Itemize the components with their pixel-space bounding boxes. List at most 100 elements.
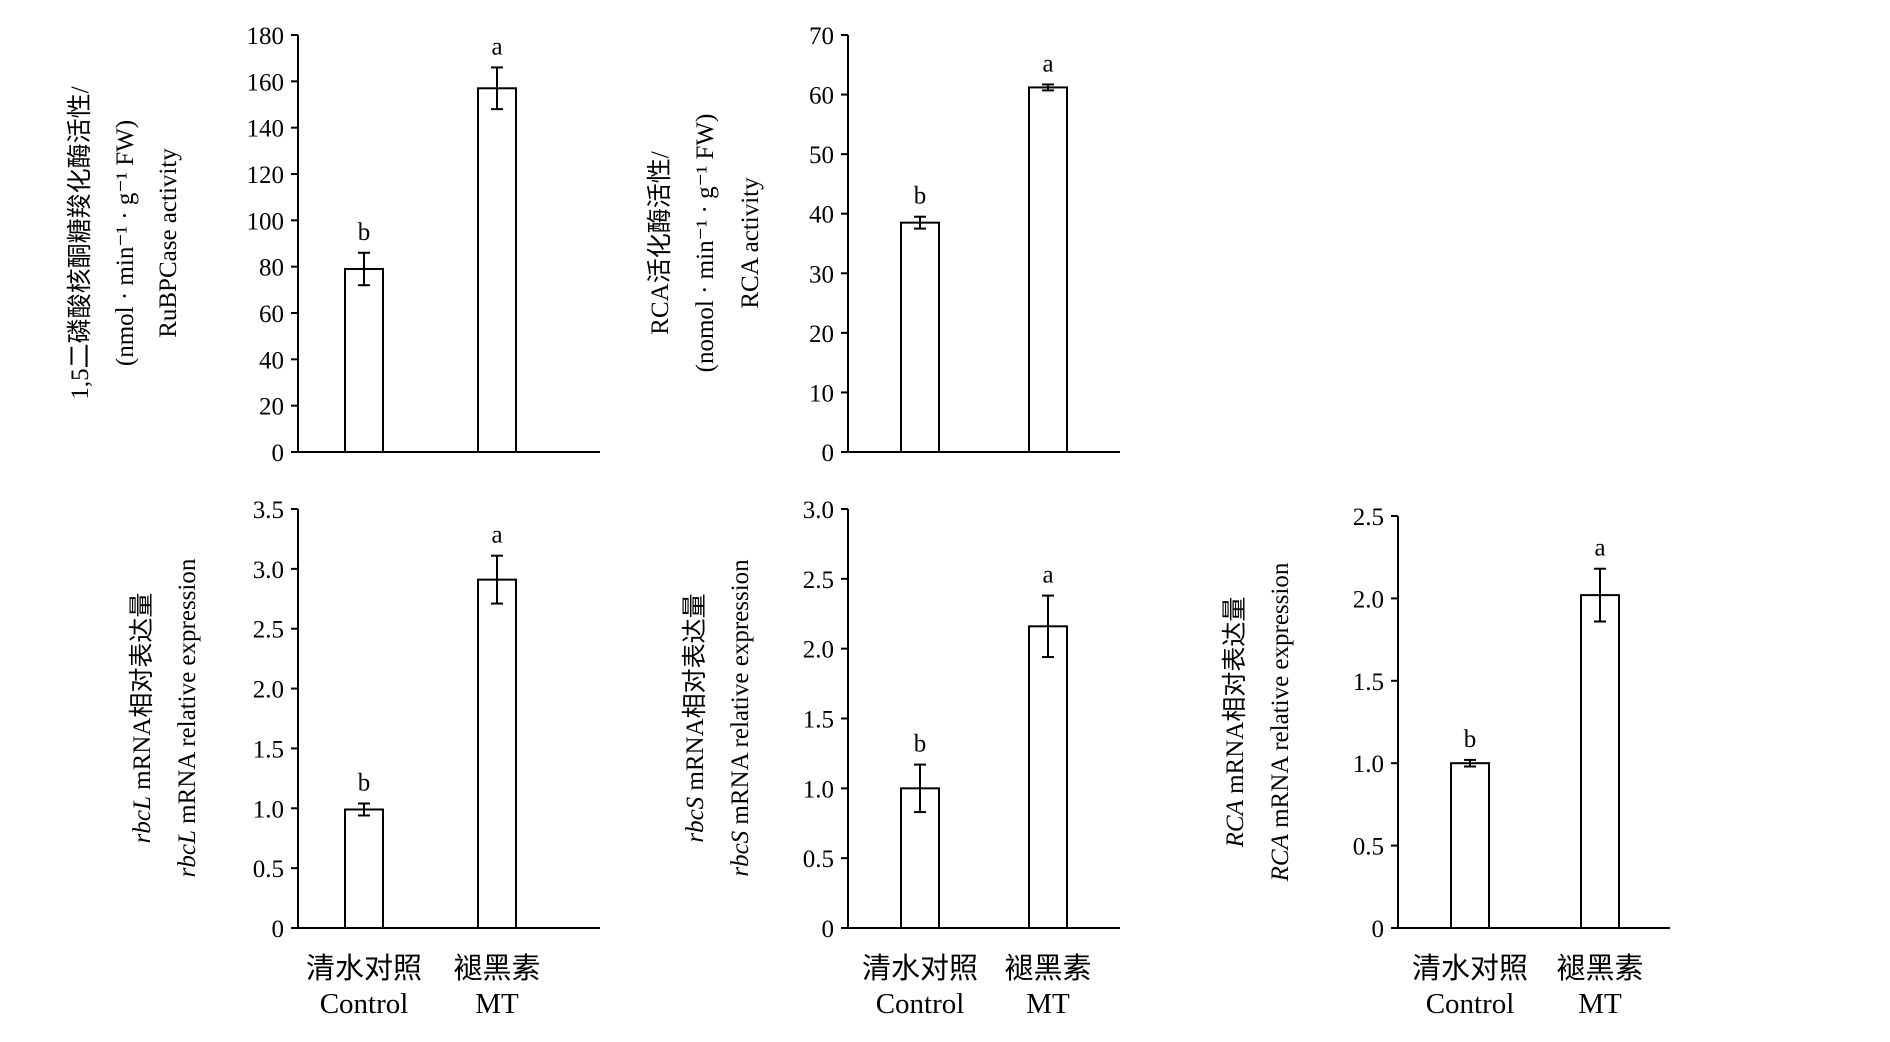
significance-letter: b	[358, 769, 371, 796]
y-tick-label: 50	[809, 142, 834, 169]
y-tick-label: 10	[809, 380, 834, 407]
y-tick-label: 30	[809, 261, 834, 288]
bar	[1028, 625, 1068, 929]
y-tick-label: 40	[259, 347, 284, 374]
y-tick-label: 0	[822, 916, 835, 943]
y-axis-label-line: RCA活化酶活性/	[646, 151, 674, 334]
bar	[1580, 594, 1620, 929]
y-axis-label-line: (nomol · min⁻¹ · g⁻¹ FW)	[692, 114, 719, 373]
y-axis-label-rest: mRNA relative expression	[727, 559, 754, 831]
significance-letter: a	[491, 522, 502, 549]
y-tick-label: 0.5	[1353, 834, 1384, 861]
y-axis-label-line: rbcS mRNA relative expression	[727, 559, 754, 877]
y-axis-label-rest: mRNA relative expression	[1267, 562, 1294, 834]
y-tick-label: 1.0	[1353, 751, 1384, 778]
category-label-zh: 清水对照	[306, 952, 422, 985]
y-tick-label: 1.5	[1353, 669, 1384, 696]
y-axis-label-gene: RCA	[1267, 833, 1294, 882]
chart-panel-1: 0 20 40 60 80 100 120 140 160 180 b a 1,5二磷酸核酮糖羧化酶活性…	[66, 23, 600, 467]
significance-letter: b	[914, 731, 927, 758]
y-tick-label: 3.0	[253, 557, 284, 584]
y-tick-label: 0	[272, 916, 285, 943]
y-tick-label: 1.0	[253, 796, 284, 823]
significance-letter: a	[1594, 535, 1605, 562]
y-tick-label: 3.0	[803, 497, 834, 524]
category-label-en: Control	[1426, 988, 1515, 1020]
y-axis-label-line: 1,5二磷酸核酮糖羧化酶活性/	[66, 86, 94, 399]
y-tick-label: 100	[247, 208, 285, 235]
y-tick-label: 1.0	[803, 776, 834, 803]
y-tick-label: 0.5	[253, 856, 284, 883]
y-tick-label: 2.5	[253, 617, 284, 644]
category-label-zh: 褪黑素	[1004, 952, 1091, 985]
category-label-en: Control	[320, 988, 409, 1020]
y-axis-label-gene: RCA	[1222, 799, 1249, 848]
y-tick-label: 2.0	[253, 677, 284, 704]
y-axis-label-gene: rbcS	[682, 796, 709, 842]
y-axis-label-line: RuBPCase activity	[155, 148, 182, 338]
category-label-zh: 清水对照	[1412, 952, 1528, 985]
y-tick-label: 120	[247, 162, 285, 189]
category-label-en: MT	[1578, 988, 1622, 1020]
bar	[477, 87, 517, 454]
significance-letter: a	[1042, 562, 1053, 589]
y-tick-label: 2.5	[1353, 504, 1384, 531]
bar	[344, 808, 384, 929]
bar	[1450, 762, 1490, 930]
y-tick-label: 40	[809, 202, 834, 229]
y-tick-label: 2.5	[803, 567, 834, 594]
y-tick-label: 60	[259, 301, 284, 328]
category-label-zh: 褪黑素	[1556, 952, 1643, 985]
significance-letter: b	[1464, 726, 1477, 753]
y-tick-label: 60	[809, 83, 834, 110]
y-tick-label: 1.5	[803, 707, 834, 734]
significance-letter: b	[914, 183, 927, 210]
bar	[477, 578, 517, 929]
y-tick-label: 180	[247, 23, 285, 50]
y-axis-label-line: rbcL mRNA相对表达量	[128, 593, 156, 844]
y-axis-label-rest: mRNA相对表达量	[681, 593, 709, 796]
y-tick-label: 1.5	[253, 736, 284, 763]
significance-letter: a	[491, 33, 502, 60]
bar	[900, 221, 940, 453]
y-tick-label: 70	[809, 23, 834, 50]
chart-panel-2: 0 10 20 30 40 50 60 70 b a RCA活化酶活性/ (nomol · min⁻¹…	[646, 23, 1120, 467]
y-axis-label-line: (nmol · min⁻¹ · g⁻¹ FW)	[112, 120, 139, 366]
y-tick-label: 0	[822, 440, 835, 467]
y-axis-label-rest: mRNA相对表达量	[128, 593, 156, 796]
y-tick-label: 80	[259, 255, 284, 282]
y-tick-label: 20	[809, 321, 834, 348]
significance-letter: b	[358, 219, 371, 246]
y-axis-label-rest: mRNA相对表达量	[1221, 597, 1249, 800]
y-tick-label: 0.5	[803, 846, 834, 873]
bar	[344, 267, 384, 453]
y-tick-label: 160	[247, 69, 285, 96]
y-tick-label: 140	[247, 116, 285, 143]
y-tick-label: 2.0	[1353, 586, 1384, 613]
y-axis-label-rest: mRNA relative expression	[174, 558, 201, 830]
y-axis-label-line: RCA mRNA relative expression	[1267, 562, 1294, 882]
bar	[1028, 86, 1068, 454]
y-axis-label-line: RCA activity	[737, 177, 764, 309]
y-tick-label: 2.0	[803, 637, 834, 664]
significance-letter: a	[1042, 50, 1053, 77]
y-tick-label: 20	[259, 394, 284, 421]
y-tick-label: 0	[1372, 916, 1385, 943]
y-tick-label: 3.5	[253, 497, 284, 524]
category-label-en: MT	[475, 988, 519, 1020]
category-label-zh: 清水对照	[862, 952, 978, 985]
category-label-en: MT	[1026, 988, 1070, 1020]
y-axis-label-gene: rbcL	[129, 796, 156, 843]
y-axis-label-line: rbcL mRNA relative expression	[174, 558, 201, 877]
y-tick-label: 0	[272, 440, 285, 467]
y-axis-label-gene: rbcS	[727, 830, 754, 876]
y-axis-label-line: RCA mRNA相对表达量	[1221, 597, 1249, 849]
category-label-zh: 褪黑素	[453, 952, 540, 985]
category-label-en: Control	[876, 988, 965, 1020]
y-axis-label-gene: rbcL	[174, 830, 201, 877]
y-axis-label-line: rbcS mRNA相对表达量	[681, 593, 709, 842]
